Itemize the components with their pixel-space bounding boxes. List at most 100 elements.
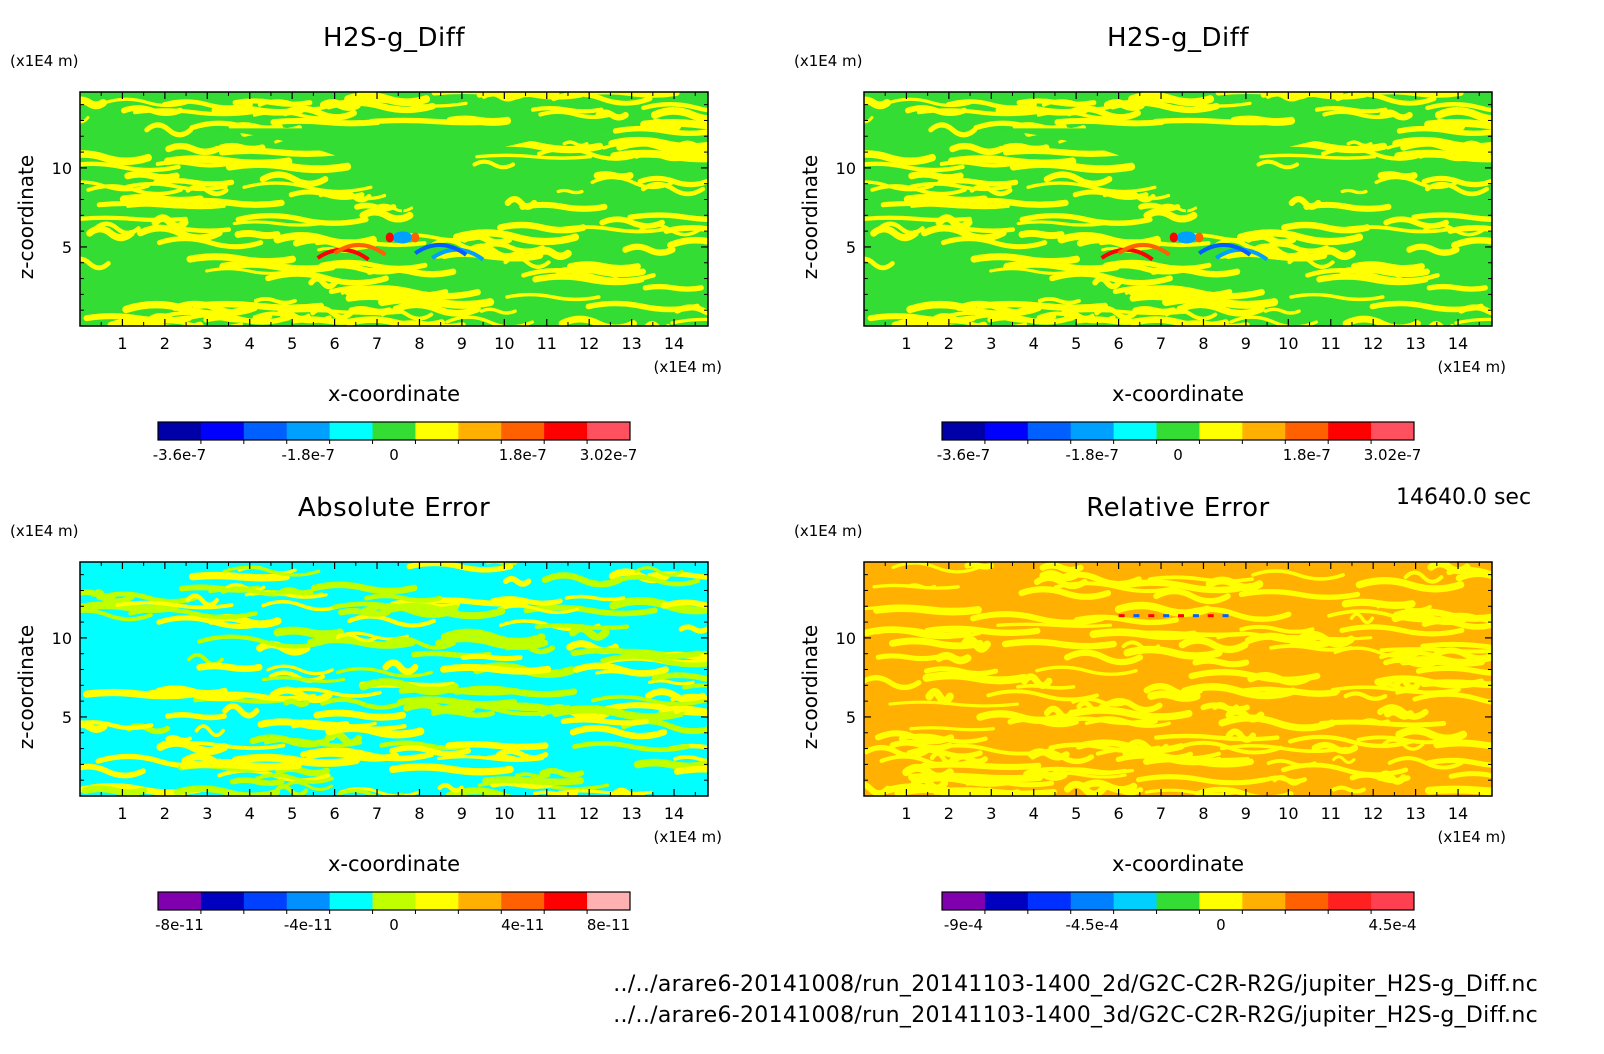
x-tick-label: 12 <box>579 334 599 353</box>
field-band <box>1192 657 1250 668</box>
field-band <box>1318 247 1356 261</box>
time-label: 14640.0 sec <box>1396 485 1532 510</box>
field-band <box>430 703 563 717</box>
field-band <box>920 761 1042 771</box>
field-band <box>996 622 1113 628</box>
field-band <box>235 212 369 226</box>
feature-dot <box>1133 614 1140 618</box>
field-band <box>864 150 936 166</box>
field-band <box>502 576 532 587</box>
field-band <box>1245 232 1297 247</box>
y-unit-label: (x1E4 m) <box>794 52 863 70</box>
field-band <box>1018 586 1112 600</box>
field-band <box>156 236 264 250</box>
field-band <box>1154 733 1280 742</box>
field-band <box>673 765 708 775</box>
field-band <box>1377 682 1415 691</box>
colorbar-cell <box>1113 892 1158 910</box>
colorbar-cell <box>501 892 545 910</box>
field-band <box>335 633 379 643</box>
colorbar-cell <box>1285 422 1329 440</box>
field-band <box>1178 636 1249 654</box>
field-band <box>194 724 225 738</box>
x-tick-label: 7 <box>1156 804 1166 823</box>
field-band <box>482 776 584 786</box>
field-band <box>1003 147 1123 157</box>
field-band <box>336 788 404 796</box>
field-band <box>265 271 389 286</box>
field-band <box>953 753 988 765</box>
field-band <box>1180 683 1297 700</box>
field-band <box>678 624 708 634</box>
y-tick-label: 5 <box>846 238 856 257</box>
field-band <box>965 779 1055 788</box>
colorbar-frame <box>941 891 1415 911</box>
field-band <box>128 607 258 620</box>
field-band <box>932 787 1057 796</box>
x-tick-label: 6 <box>1114 804 1124 823</box>
x-axis-label: x-coordinate <box>328 852 460 876</box>
field-band <box>877 221 925 236</box>
field-band <box>1339 266 1430 278</box>
colorbar-label: -1.8e-7 <box>1065 446 1118 464</box>
field-band <box>397 696 517 708</box>
colorbar-cell <box>200 892 245 910</box>
field-band <box>1238 588 1361 600</box>
feature-core <box>411 232 420 243</box>
field-band <box>1400 140 1492 155</box>
colorbar-cell <box>1371 892 1415 910</box>
colorbar-cell <box>329 892 374 910</box>
field-band <box>1039 570 1079 582</box>
colorbar-label: -3.6e-7 <box>153 446 206 464</box>
field-band <box>1295 630 1355 648</box>
panel-3: Relative Error(x1E4 m)1 2 3 4 5 6 7 8 9 10 11 12 13 1… <box>794 493 1506 934</box>
field-band <box>1374 175 1460 190</box>
field-band <box>1119 99 1252 108</box>
y-axis-label: z-coordinate <box>14 625 38 749</box>
field-band <box>255 772 334 784</box>
x-tick-label: 13 <box>1405 334 1425 353</box>
field-band <box>922 671 1028 685</box>
feature-core <box>385 232 394 243</box>
field-band <box>205 267 293 275</box>
field-band <box>1281 762 1409 778</box>
field-band <box>315 262 407 275</box>
field-band <box>960 635 991 653</box>
x-tick-label: 2 <box>944 804 954 823</box>
x-tick-label: 7 <box>372 804 382 823</box>
field-band <box>864 96 891 110</box>
field-band <box>1342 315 1421 326</box>
field-band <box>1327 609 1458 623</box>
field-band <box>273 626 344 639</box>
field-band <box>1448 771 1492 779</box>
y-axis-label: z-coordinate <box>14 155 38 279</box>
chart-title: Relative Error <box>1086 493 1270 523</box>
field-band <box>650 107 708 123</box>
x-tick-label: 11 <box>1321 804 1341 823</box>
field-band <box>1458 304 1492 316</box>
x-tick-label: 1 <box>901 804 911 823</box>
field-band <box>1251 569 1345 581</box>
field-band <box>1218 251 1319 261</box>
x-tick-label: 1 <box>117 334 127 353</box>
field-band <box>1426 283 1488 292</box>
feature-dot <box>1178 614 1184 618</box>
x-tick-label: 10 <box>494 804 514 823</box>
field-band <box>968 312 1075 324</box>
field-band <box>93 221 141 236</box>
field-band <box>644 688 706 704</box>
field-band <box>670 317 708 325</box>
colorbar-label: 0 <box>1216 916 1226 934</box>
field-band <box>864 116 874 124</box>
x-tick-label: 10 <box>1278 334 1298 353</box>
field-band <box>461 232 513 247</box>
field-band <box>1035 665 1138 676</box>
field-band <box>1138 202 1181 212</box>
field-band <box>1343 691 1388 701</box>
field-band <box>673 705 708 717</box>
field-band <box>872 583 960 590</box>
field-band <box>864 256 895 271</box>
field-band <box>864 781 891 796</box>
field-band <box>107 318 204 326</box>
field-band <box>1261 241 1330 254</box>
